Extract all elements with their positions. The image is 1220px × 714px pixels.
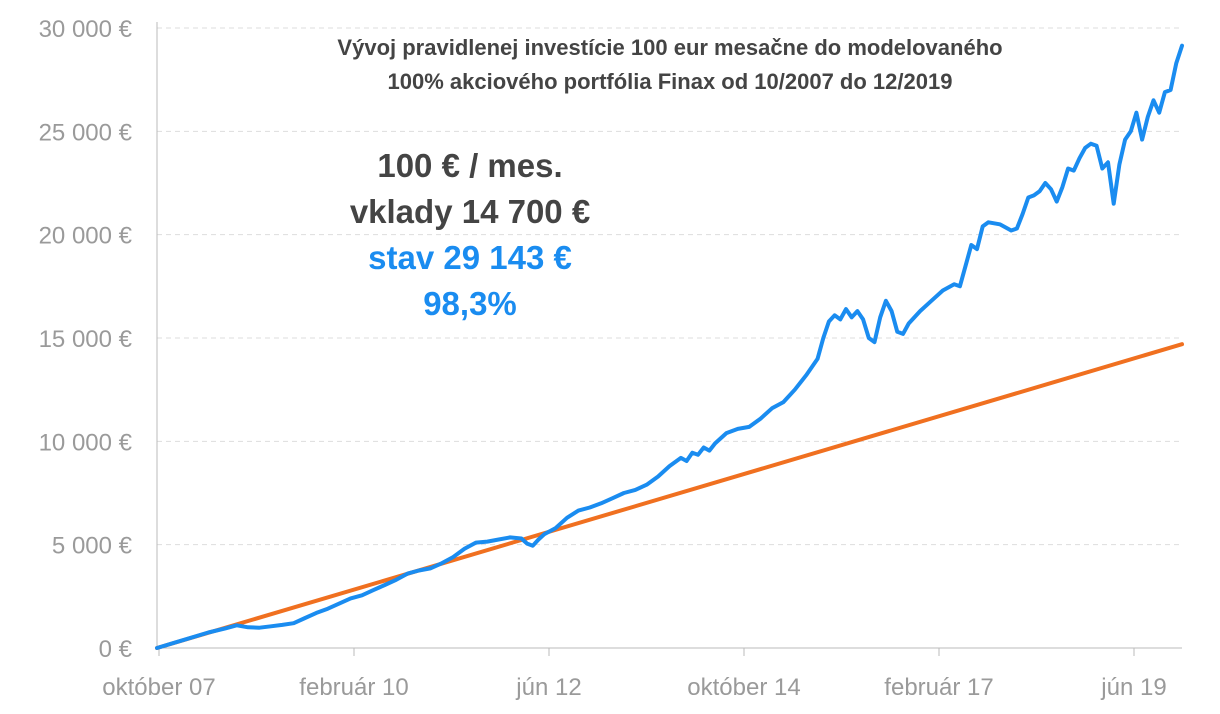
y-tick-label: 10 000 € (39, 429, 133, 456)
annotation-portfolio-value: stav 29 143 € (368, 239, 572, 276)
x-tick-label: jún 19 (1100, 674, 1166, 701)
chart-title-line-1: Vývoj pravidlenej investície 100 eur mes… (337, 35, 1002, 60)
y-tick-label: 5 000 € (52, 533, 133, 560)
annotation-deposits-total: vklady 14 700 € (350, 193, 590, 230)
y-tick-label: 0 € (99, 636, 133, 663)
series-line-portfolio (155, 43, 1184, 650)
chart-title: Vývoj pravidlenej investície 100 eur mes… (337, 35, 1002, 94)
axes (156, 22, 1182, 656)
y-tick-label: 20 000 € (39, 223, 133, 250)
series-line-deposits (155, 342, 1184, 650)
y-axis-tick-labels: 0 € 5 000 € 10 000 € 15 000 € 20 000 € 25 000… (39, 16, 133, 663)
x-axis-tick-labels: október 07 február 10 jún 12 október 14 febr… (102, 674, 1166, 701)
x-tick-label: február 10 (299, 674, 408, 701)
x-tick-label: október 07 (102, 674, 215, 701)
x-tick-label: február 17 (884, 674, 993, 701)
x-tick-label: jún 12 (515, 674, 581, 701)
y-tick-label: 15 000 € (39, 326, 133, 353)
y-tick-label: 25 000 € (39, 119, 133, 146)
annotation-return-percent: 98,3% (423, 285, 517, 322)
chart-title-line-2: 100% akciového portfólia Finax od 10/200… (388, 69, 953, 94)
annotation-block: 100 € / mes. vklady 14 700 € stav 29 143… (350, 147, 590, 322)
x-tick-label: október 14 (687, 674, 800, 701)
series (155, 43, 1184, 650)
y-tick-label: 30 000 € (39, 16, 133, 43)
annotation-monthly-amount: 100 € / mes. (377, 147, 562, 184)
